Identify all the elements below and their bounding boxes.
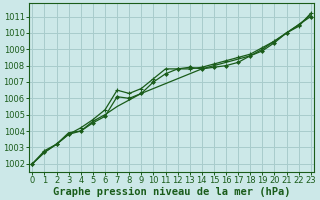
X-axis label: Graphe pression niveau de la mer (hPa): Graphe pression niveau de la mer (hPa) xyxy=(53,186,290,197)
